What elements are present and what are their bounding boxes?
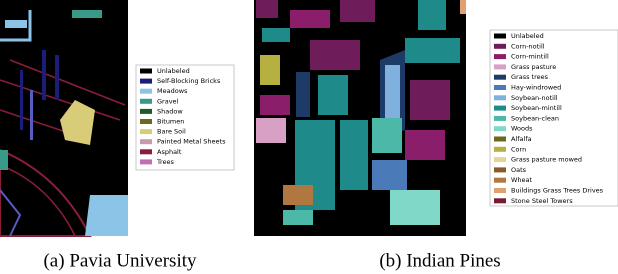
legend-swatch xyxy=(494,188,506,193)
legend-box xyxy=(489,29,618,207)
legend-swatch xyxy=(494,54,506,60)
legend-swatch xyxy=(494,85,506,90)
legend-label: Soybean-clean xyxy=(511,114,559,122)
legend-label: Corn-mintill xyxy=(511,53,549,61)
legend-swatch xyxy=(494,115,506,121)
legend-label: Unlabeled xyxy=(157,67,190,75)
legend-label: Trees xyxy=(156,158,175,166)
legend-label: Grass pasture xyxy=(511,63,556,71)
legend-label: Woods xyxy=(511,125,533,133)
legend-label: Grass trees xyxy=(511,73,549,81)
legend-label: Oats xyxy=(511,166,527,174)
legend-swatch xyxy=(140,149,152,155)
legend-swatch xyxy=(140,139,152,145)
legend-swatch xyxy=(140,98,152,104)
legend-swatch xyxy=(494,136,506,142)
legend-swatch xyxy=(494,157,506,163)
legend-label: Corn-notill xyxy=(511,42,545,50)
legend-label: Stone Steel Towers xyxy=(511,197,573,205)
legend-label: Bare Soil xyxy=(157,128,186,136)
legend-swatch xyxy=(494,33,506,39)
legend-swatch xyxy=(494,43,506,49)
legend-label: Hay-windrowed xyxy=(511,84,561,92)
legend-label: Unlabeled xyxy=(511,32,544,40)
legend-swatch xyxy=(494,74,506,80)
legend-swatch xyxy=(140,119,152,124)
legend-swatch xyxy=(140,88,152,94)
legend-label: Bitumen xyxy=(157,118,184,126)
legend-swatch xyxy=(494,167,506,173)
legend-swatch xyxy=(494,64,506,70)
legend-label: Meadows xyxy=(157,87,188,95)
legend-swatch xyxy=(140,78,152,84)
legend-swatch xyxy=(494,177,506,183)
legend-swatch xyxy=(140,68,152,74)
legend-label: Corn xyxy=(511,145,526,153)
pavia-map xyxy=(0,0,128,237)
legend: Unlabeled Corn-notill Corn-mintill Grass pa… xyxy=(494,32,604,205)
legend-label: Asphalt xyxy=(157,148,182,156)
legend-label: Soybean-notill xyxy=(511,94,558,102)
legend-swatch xyxy=(140,159,152,165)
legend-swatch xyxy=(494,126,506,132)
legend-label: Painted Metal Sheets xyxy=(157,138,226,146)
legend-label: Grass pasture mowed xyxy=(511,156,582,164)
caption: (a) Pavia University xyxy=(43,250,197,271)
legend: Unlabeled Self-Blocking Bricks Meadows Grav… xyxy=(140,67,226,166)
legend-label: Gravel xyxy=(157,97,179,105)
legend-swatch xyxy=(140,108,152,114)
indian-pines-map xyxy=(254,0,466,236)
caption: (b) Indian Pines xyxy=(379,250,500,271)
legend-swatch xyxy=(494,95,506,101)
legend-label: Alfalfa xyxy=(511,135,532,143)
legend-swatch xyxy=(494,105,506,111)
legend-swatch xyxy=(140,129,152,135)
legend-box xyxy=(135,64,235,171)
legend-label: Buildings Grass Trees Drives xyxy=(511,187,604,195)
legend-label: Wheat xyxy=(511,176,533,184)
legend-label: Soybean-mintill xyxy=(511,104,562,112)
legend-swatch xyxy=(494,198,506,204)
legend-swatch xyxy=(494,146,506,152)
legend-label: Shadow xyxy=(157,107,183,115)
legend-label: Self-Blocking Bricks xyxy=(157,77,221,85)
